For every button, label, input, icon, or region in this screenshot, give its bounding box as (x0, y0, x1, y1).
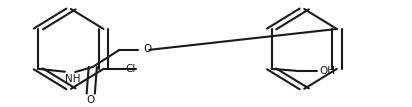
Text: Cl: Cl (125, 64, 136, 74)
Text: NH: NH (66, 74, 81, 84)
Text: O: O (87, 95, 95, 106)
Text: O: O (143, 44, 151, 54)
Text: OH: OH (319, 66, 335, 76)
